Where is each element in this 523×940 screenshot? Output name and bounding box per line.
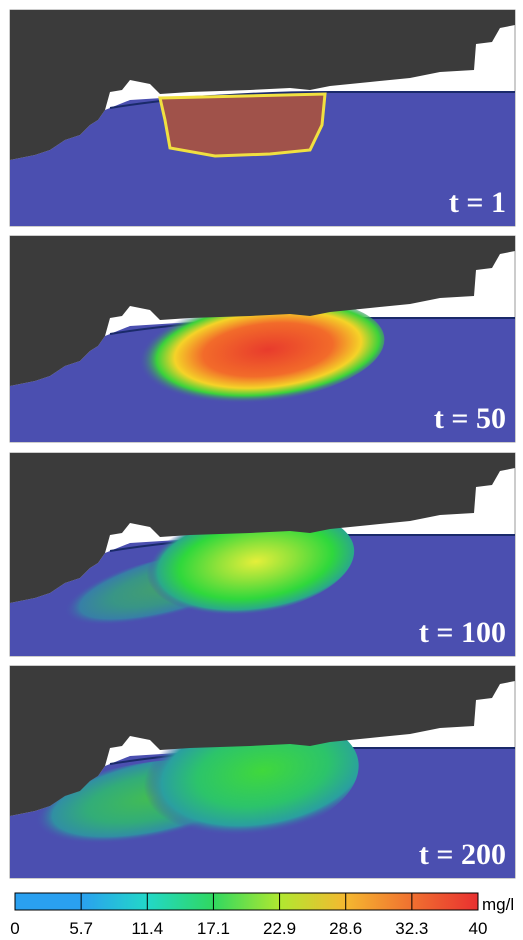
plume bbox=[160, 94, 325, 156]
tick-label: 32.3 bbox=[395, 919, 428, 938]
figure: t = 1 t = 50 t = 100 t = 200 0 5.7 11.4 17.1 22.… bbox=[0, 0, 523, 940]
time-label: t = 1 bbox=[449, 186, 506, 219]
tick-label: 22.9 bbox=[263, 919, 296, 938]
panel: t = 50 bbox=[10, 236, 515, 456]
unit-label: mg/l bbox=[482, 895, 514, 914]
panel: t = 1 bbox=[10, 10, 515, 230]
colorbar bbox=[15, 893, 478, 910]
tick-label: 11.4 bbox=[131, 919, 163, 938]
tick-label: 0 bbox=[10, 919, 19, 938]
panel: t = 100 bbox=[10, 453, 515, 673]
time-label: t = 100 bbox=[419, 616, 506, 649]
time-label: t = 50 bbox=[434, 402, 506, 435]
tick-label: 28.6 bbox=[329, 919, 362, 938]
tick-label: 17.1 bbox=[197, 919, 230, 938]
panel: t = 200 bbox=[4, 666, 515, 886]
tick-label: 5.7 bbox=[69, 919, 93, 938]
time-label: t = 200 bbox=[419, 838, 506, 871]
tick-label: 40 bbox=[469, 919, 488, 938]
